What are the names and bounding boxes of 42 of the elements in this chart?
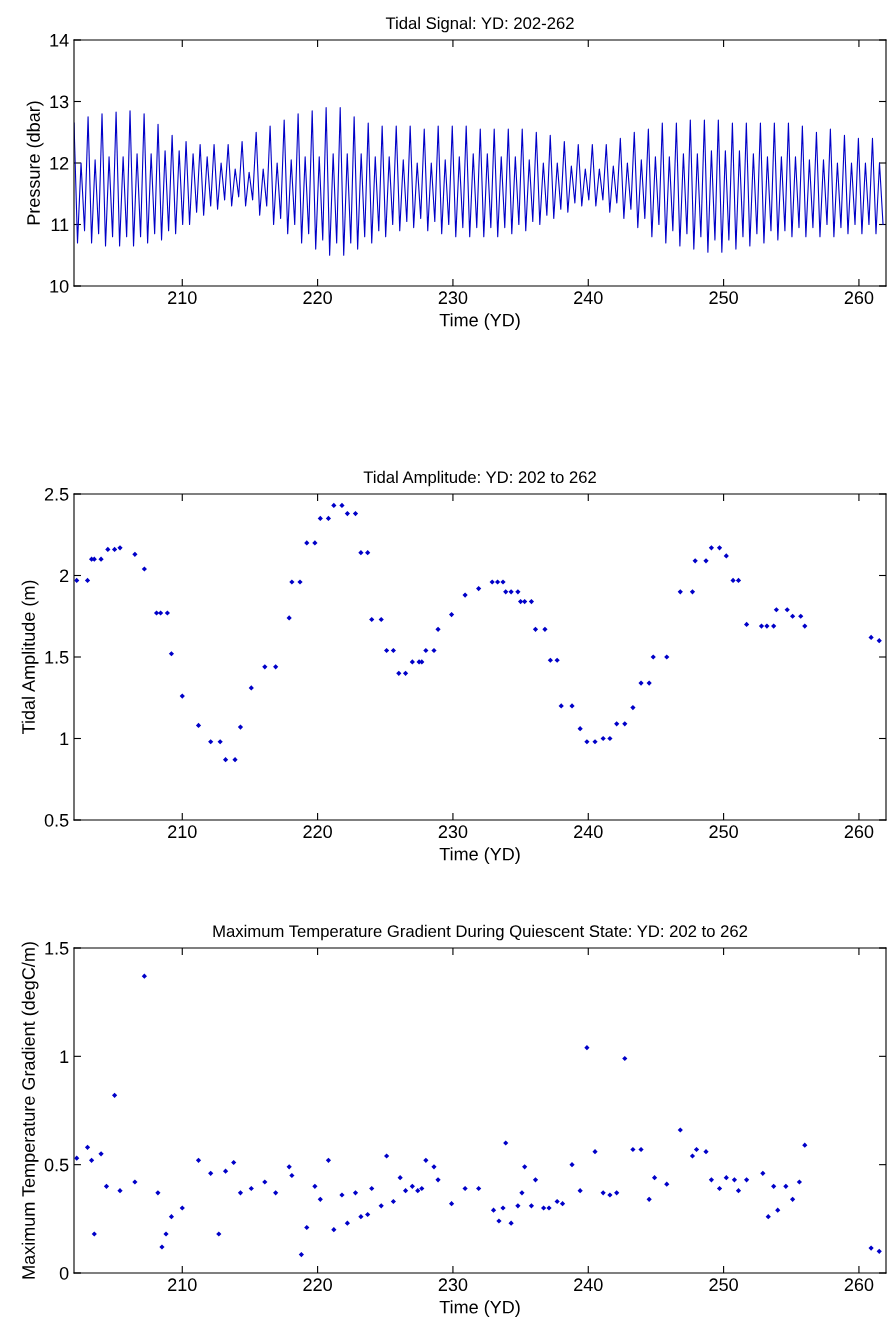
- y-tick-label: 0.5: [44, 813, 69, 827]
- x-axis-title: Time (YD): [439, 847, 520, 865]
- y-tick-label: 0: [59, 1266, 69, 1280]
- y-tick-label: 1.5: [45, 651, 69, 664]
- x-tick-label: 210: [168, 825, 197, 839]
- y-tick-label: 12: [50, 156, 69, 170]
- x-tick-label: 220: [303, 1278, 332, 1292]
- y-tick-label: 2: [60, 569, 69, 583]
- y-tick-label: 2.5: [44, 487, 69, 501]
- y-tick-label: 1: [60, 1050, 69, 1063]
- chart-title: Tidal Signal: YD: 202-262: [385, 16, 574, 33]
- x-tick-label: 250: [709, 291, 738, 305]
- x-tick-label: 260: [844, 1278, 874, 1292]
- y-tick-label: 0.5: [44, 1158, 69, 1172]
- x-tick-label: 210: [168, 1278, 197, 1292]
- x-tick-label: 220: [303, 291, 332, 305]
- y-axis-title: Tidal Amplitude (m): [21, 580, 39, 735]
- y-axis-title: Maximum Temperature Gradient (degC/m): [21, 942, 39, 1279]
- x-tick-label: 220: [303, 825, 332, 839]
- x-axis-title: Time (YD): [439, 1300, 520, 1318]
- line-series: [74, 107, 884, 256]
- x-tick-label: 250: [709, 1278, 738, 1292]
- x-tick-label: 230: [438, 825, 468, 839]
- x-tick-label: 230: [438, 291, 468, 305]
- y-tick-label: 13: [50, 95, 69, 109]
- y-tick-label: 1.5: [45, 942, 69, 955]
- x-axis-title: Time (YD): [439, 313, 520, 331]
- x-tick-label: 230: [438, 1278, 468, 1292]
- x-tick-label: 260: [844, 291, 874, 305]
- x-tick-label: 240: [574, 825, 603, 839]
- x-tick-label: 210: [168, 291, 197, 305]
- y-tick-label: 11: [51, 218, 69, 232]
- y-tick-label: 10: [50, 279, 69, 293]
- x-tick-label: 240: [574, 291, 603, 305]
- y-axis-title: Pressure (dbar): [26, 101, 44, 225]
- x-tick-label: 250: [709, 825, 738, 839]
- y-tick-label: 14: [50, 34, 69, 47]
- chart-title: Maximum Temperature Gradient During Quiescent State: YD: 202 to 262: [213, 924, 748, 941]
- chart-title: Tidal Amplitude: YD: 202 to 262: [363, 470, 596, 487]
- x-tick-label: 260: [844, 825, 874, 839]
- x-tick-label: 240: [574, 1278, 603, 1292]
- y-tick-label: 1: [60, 732, 69, 746]
